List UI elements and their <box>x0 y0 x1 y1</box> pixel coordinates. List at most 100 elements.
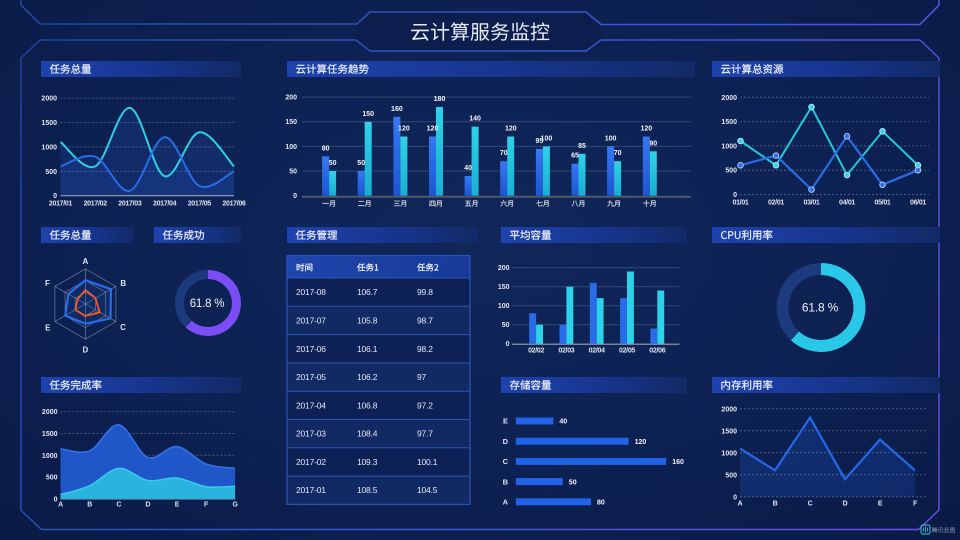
svg-text:01/01: 01/01 <box>732 200 748 207</box>
svg-text:04/01: 04/01 <box>839 200 855 207</box>
svg-text:E: E <box>878 501 883 508</box>
svg-text:2017/03: 2017/03 <box>118 201 142 208</box>
svg-text:2017/01: 2017/01 <box>49 201 73 208</box>
svg-text:C: C <box>116 502 121 509</box>
svg-text:160: 160 <box>391 106 403 113</box>
svg-text:05/01: 05/01 <box>874 200 890 207</box>
svg-text:1000: 1000 <box>721 450 737 457</box>
svg-text:D: D <box>843 501 848 508</box>
svg-text:B: B <box>120 279 126 288</box>
svg-text:108.5: 108.5 <box>357 485 378 495</box>
svg-text:90: 90 <box>649 140 657 147</box>
svg-text:02/06: 02/06 <box>649 348 665 355</box>
svg-text:105.8: 105.8 <box>357 315 378 325</box>
svg-text:2000: 2000 <box>721 95 737 102</box>
svg-text:0: 0 <box>53 193 57 200</box>
svg-text:150: 150 <box>285 119 297 126</box>
svg-text:0: 0 <box>293 193 297 200</box>
svg-text:500: 500 <box>45 169 57 176</box>
svg-text:1500: 1500 <box>721 428 737 435</box>
svg-text:150: 150 <box>498 284 510 291</box>
svg-text:80: 80 <box>322 145 330 152</box>
svg-text:1000: 1000 <box>721 143 737 150</box>
svg-text:E: E <box>503 417 508 426</box>
svg-text:F: F <box>913 501 918 508</box>
svg-text:2000: 2000 <box>721 406 737 413</box>
svg-text:109.3: 109.3 <box>357 457 378 467</box>
svg-text:2017/02: 2017/02 <box>84 201 108 208</box>
svg-text:97.2: 97.2 <box>417 400 433 410</box>
svg-text:1500: 1500 <box>42 431 58 438</box>
svg-text:2017/06: 2017/06 <box>222 201 246 208</box>
svg-text:2000: 2000 <box>41 96 57 103</box>
svg-text:2017-01: 2017-01 <box>296 485 326 495</box>
svg-text:2017-07: 2017-07 <box>296 315 326 325</box>
svg-text:160: 160 <box>672 459 684 466</box>
svg-text:120: 120 <box>640 126 652 133</box>
svg-text:95: 95 <box>536 138 544 145</box>
svg-text:0: 0 <box>733 494 737 501</box>
svg-text:2017-02: 2017-02 <box>296 457 326 467</box>
svg-text:120: 120 <box>398 126 410 133</box>
svg-text:0: 0 <box>54 496 58 503</box>
svg-text:02/03: 02/03 <box>558 348 574 355</box>
svg-text:98.7: 98.7 <box>417 315 433 325</box>
svg-text:106.7: 106.7 <box>357 287 378 297</box>
svg-text:2017/04: 2017/04 <box>153 201 177 208</box>
svg-text:70: 70 <box>614 150 622 157</box>
svg-text:2017-05: 2017-05 <box>296 372 326 382</box>
svg-text:2000: 2000 <box>42 409 58 416</box>
svg-text:500: 500 <box>725 168 737 175</box>
svg-text:97.7: 97.7 <box>417 429 433 439</box>
svg-text:100: 100 <box>285 144 297 151</box>
svg-text:180: 180 <box>434 96 446 103</box>
svg-text:50: 50 <box>357 160 365 167</box>
svg-text:B: B <box>87 502 92 509</box>
svg-text:2017-04: 2017-04 <box>296 400 326 410</box>
svg-text:50: 50 <box>502 322 510 329</box>
svg-text:2017-08: 2017-08 <box>296 287 326 297</box>
svg-text:2017-06: 2017-06 <box>296 344 326 354</box>
svg-text:500: 500 <box>46 475 58 482</box>
svg-text:F: F <box>45 279 50 288</box>
svg-text:200: 200 <box>498 265 510 272</box>
svg-text:50: 50 <box>329 160 337 167</box>
svg-text:120: 120 <box>427 126 439 133</box>
svg-text:02/04: 02/04 <box>589 348 605 355</box>
svg-text:1500: 1500 <box>41 120 57 127</box>
svg-text:106.1: 106.1 <box>357 344 378 354</box>
svg-text:100: 100 <box>498 303 510 310</box>
svg-text:100.1: 100.1 <box>417 457 438 467</box>
svg-text:65: 65 <box>571 153 579 160</box>
svg-text:A: A <box>58 502 63 509</box>
svg-text:0: 0 <box>733 192 737 199</box>
svg-text:02/02: 02/02 <box>528 348 544 355</box>
svg-text:A: A <box>738 501 743 508</box>
svg-text:106.8: 106.8 <box>357 400 378 410</box>
svg-text:106.2: 106.2 <box>357 372 378 382</box>
svg-text:A: A <box>503 498 509 507</box>
svg-text:E: E <box>175 502 180 509</box>
svg-text:06/01: 06/01 <box>910 200 926 207</box>
svg-text:108.4: 108.4 <box>357 429 378 439</box>
svg-text:85: 85 <box>578 143 586 150</box>
svg-text:100: 100 <box>605 135 617 142</box>
svg-text:0: 0 <box>506 341 510 348</box>
svg-text:C: C <box>503 457 509 466</box>
svg-text:97: 97 <box>417 372 427 382</box>
svg-text:104.5: 104.5 <box>417 485 438 495</box>
svg-text:1000: 1000 <box>41 144 57 151</box>
svg-text:40: 40 <box>464 165 472 172</box>
svg-text:61.8 %: 61.8 % <box>190 298 225 310</box>
svg-text:140: 140 <box>469 116 481 123</box>
svg-text:D: D <box>503 437 509 446</box>
svg-text:120: 120 <box>505 126 517 133</box>
svg-text:A: A <box>83 257 89 266</box>
svg-text:B: B <box>503 477 509 486</box>
svg-text:40: 40 <box>559 419 567 426</box>
svg-text:150: 150 <box>362 111 374 118</box>
svg-text:100: 100 <box>541 135 553 142</box>
svg-text:2017-03: 2017-03 <box>296 429 326 439</box>
svg-text:1500: 1500 <box>721 119 737 126</box>
svg-text:G: G <box>233 502 239 509</box>
